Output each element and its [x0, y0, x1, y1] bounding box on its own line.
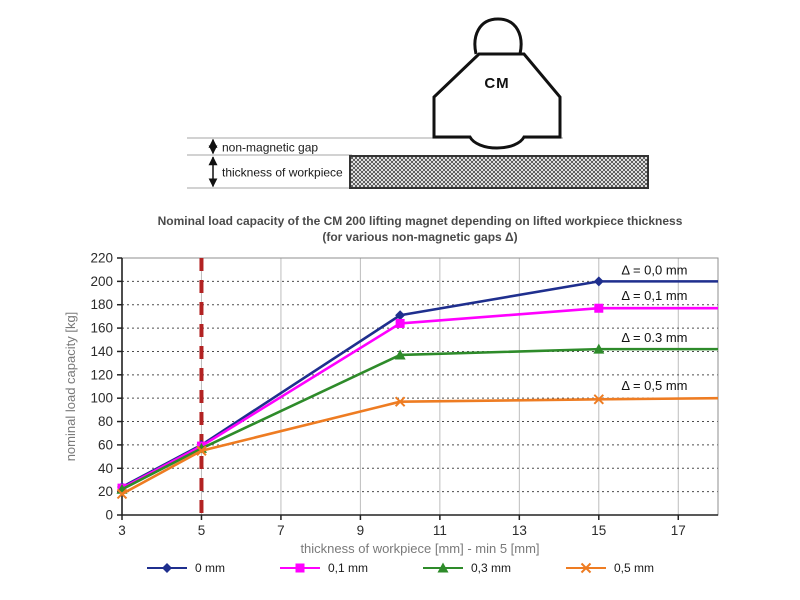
svg-text:180: 180: [90, 297, 113, 312]
legend-item-0-5-mm: 0,5 mm: [565, 561, 654, 575]
svg-text:100: 100: [90, 391, 113, 406]
svg-text:200: 200: [90, 274, 113, 289]
magnet-name-label: CM: [484, 75, 509, 92]
series-0-5-mm: Δ = 0,5 mm: [116, 378, 719, 500]
magnet-body: [432, 52, 562, 150]
series-annotation-0-1-mm: Δ = 0,1 mm: [621, 288, 687, 303]
workpiece-rect: [349, 155, 649, 189]
svg-text:7: 7: [277, 523, 285, 538]
x-axis-label: thickness of workpiece [mm] - min 5 [mm]: [300, 541, 539, 556]
chart-legend: 0 mm 0,1 mm 0,3 mm 0,5 mm: [0, 561, 800, 575]
gap-label: non-magnetic gap: [222, 141, 318, 155]
legend-label-0-5-mm: 0,5 mm: [614, 561, 655, 575]
chart-title-line2: (for various non-magnetic gaps Δ): [322, 230, 518, 245]
y-axis-label: nominal load capacity [kg]: [63, 312, 78, 462]
workpiece-label: thickness of workpiece: [222, 166, 343, 180]
legend-item-0-mm: 0 mm: [146, 561, 225, 575]
svg-text:120: 120: [90, 367, 113, 382]
svg-text:20: 20: [98, 484, 113, 499]
series-0-3-mm: Δ = 0.3 mm: [116, 330, 718, 494]
legend-label-0-3-mm: 0,3 mm: [470, 561, 511, 575]
svg-text:3: 3: [118, 523, 126, 538]
svg-text:9: 9: [357, 523, 365, 538]
legend-item-0-1-mm: 0,1 mm: [279, 561, 368, 575]
series-annotation-0-mm: Δ = 0,0 mm: [621, 262, 687, 277]
legend-label-0-1-mm: 0,1 mm: [327, 561, 368, 575]
chart-title: Nominal load capacity of the CM 200 lift…: [40, 213, 800, 245]
svg-text:15: 15: [591, 523, 606, 538]
series-annotation-0-3-mm: Δ = 0.3 mm: [621, 330, 687, 345]
series-line-0-5-mm: [121, 396, 719, 496]
svg-text:13: 13: [512, 523, 527, 538]
series-annotation-0-5-mm: Δ = 0,5 mm: [621, 378, 687, 393]
legend-marker-0-5-mm: [566, 562, 606, 574]
svg-text:80: 80: [98, 414, 113, 429]
svg-text:17: 17: [671, 523, 686, 538]
svg-text:5: 5: [198, 523, 206, 538]
svg-text:0: 0: [105, 508, 113, 523]
svg-text:40: 40: [98, 461, 113, 476]
magnet-diagram: non-magnetic gap thickness of workpiece …: [187, 17, 649, 189]
legend-marker-0-1-mm: [279, 563, 320, 573]
legend-marker-0-3-mm: [422, 562, 463, 573]
legend-item-0-3-mm: 0,3 mm: [422, 561, 511, 575]
svg-text:60: 60: [98, 437, 113, 452]
svg-text:140: 140: [90, 344, 113, 359]
svg-text:160: 160: [90, 321, 113, 336]
chart-title-line1: Nominal load capacity of the CM 200 lift…: [157, 214, 683, 228]
svg-text:11: 11: [433, 523, 447, 538]
load-capacity-chart: 3 5 7 9 11 13 15 17 0 20 40 60 80 100 120 140 160 180 200 2…: [63, 251, 719, 556]
legend-marker-0-mm: [146, 563, 187, 573]
vertical-gridlines: [200, 258, 679, 515]
magnet-eye: [473, 17, 523, 55]
legend-label-0-mm: 0 mm: [194, 561, 225, 575]
svg-text:220: 220: [90, 251, 113, 266]
axis-ticks-and-labels: 3 5 7 9 11 13 15 17 0 20 40 60 80 100 120 140 160 180 200 2…: [90, 251, 685, 539]
